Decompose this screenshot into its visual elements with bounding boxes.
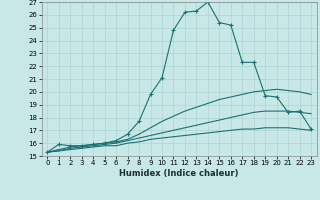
X-axis label: Humidex (Indice chaleur): Humidex (Indice chaleur) xyxy=(119,169,239,178)
